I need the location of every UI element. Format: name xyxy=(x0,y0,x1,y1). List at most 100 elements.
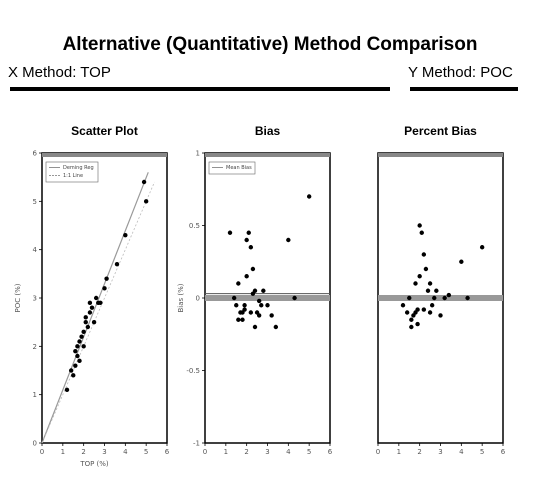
x-tick-label: 5 xyxy=(307,448,311,456)
data-point xyxy=(415,307,420,312)
data-point xyxy=(240,317,245,322)
data-point xyxy=(427,281,433,286)
data-point xyxy=(79,334,84,339)
legend-label: Mean Bias xyxy=(226,165,252,171)
x-tick-label: 6 xyxy=(328,448,333,456)
chart-panel-2: Percent Bias 0 1 2 3 4 5 6 xyxy=(376,124,506,456)
data-point xyxy=(421,307,427,312)
data-point xyxy=(64,387,70,393)
x-tick-label: 4 xyxy=(286,448,291,456)
x-tick-label: 5 xyxy=(480,448,484,456)
data-point xyxy=(75,353,80,359)
data-point xyxy=(242,303,247,308)
plot-title: Percent Bias xyxy=(404,124,477,138)
y-tick-label: 0 xyxy=(33,440,37,448)
data-point xyxy=(423,266,429,272)
data-point xyxy=(98,300,103,306)
data-point xyxy=(77,339,82,344)
x-tick-label: 3 xyxy=(438,448,442,456)
x-method-rule xyxy=(10,87,390,91)
x-axis-label: TOP (%) xyxy=(79,460,109,468)
legend-label: 1:1 Line xyxy=(63,173,83,179)
data-point xyxy=(413,281,418,286)
data-point xyxy=(409,324,414,330)
y-tick-label: 1 xyxy=(196,150,200,158)
data-point xyxy=(415,321,420,327)
x-tick-label: 0 xyxy=(203,448,207,456)
upper-limit-band xyxy=(378,153,503,157)
data-point xyxy=(273,324,279,330)
data-point xyxy=(231,295,237,301)
y-tick-label: 3 xyxy=(33,295,37,303)
data-point xyxy=(234,303,239,308)
data-point xyxy=(432,295,437,301)
y-tick-label: 2 xyxy=(33,343,37,351)
x-tick-label: 2 xyxy=(81,448,85,456)
data-point xyxy=(73,363,78,368)
legend-box xyxy=(208,161,256,175)
x-tick-label: 0 xyxy=(40,448,44,456)
zero-reference-band xyxy=(205,295,330,301)
chart-panel-0: Scatter Plot 0 1 2 3 4 5 6 0 1 2 3 4 5 6 TOP (%) POC (%)… xyxy=(14,124,170,468)
data-point xyxy=(417,223,422,228)
data-point xyxy=(89,305,95,310)
x-tick-label: 4 xyxy=(123,448,128,456)
data-point xyxy=(104,276,109,281)
x-tick-label: 0 xyxy=(376,448,380,456)
data-point xyxy=(102,286,107,291)
data-point xyxy=(91,319,97,325)
data-point xyxy=(429,303,435,308)
plot-title: Scatter Plot xyxy=(71,124,138,138)
x-tick-label: 2 xyxy=(417,448,421,456)
x-tick-label: 6 xyxy=(501,448,506,456)
data-point xyxy=(409,317,414,322)
data-point xyxy=(248,245,254,250)
y-tick-label: 4 xyxy=(33,246,38,254)
x-tick-label: 6 xyxy=(165,448,170,456)
data-point xyxy=(81,344,86,349)
data-point xyxy=(419,230,424,235)
data-point xyxy=(87,310,93,315)
data-point xyxy=(236,317,241,322)
y-tick-label: 1 xyxy=(33,391,37,399)
data-point xyxy=(83,315,88,320)
chart-panel-1: Bias 0 1 2 3 4 5 6 1 0.5 0 -0.5 -1 Bias (%) Mean Bias xyxy=(177,124,333,456)
data-point xyxy=(434,288,439,293)
data-point xyxy=(400,303,406,308)
data-point xyxy=(265,303,270,308)
x-tick-label: 1 xyxy=(224,448,228,456)
y-tick-label: 5 xyxy=(33,198,37,206)
page-title: Alternative (Quantitative) Method Compar… xyxy=(62,34,478,55)
data-point xyxy=(250,266,256,272)
data-point xyxy=(459,259,464,264)
data-point xyxy=(417,274,422,279)
x-tick-label: 3 xyxy=(265,448,269,456)
data-point xyxy=(256,313,262,318)
data-point xyxy=(407,295,412,301)
identity-line xyxy=(41,181,155,444)
data-point xyxy=(479,245,485,250)
y-tick-label: 0 xyxy=(196,295,200,303)
y-method-rule xyxy=(410,87,518,91)
data-point xyxy=(143,199,149,204)
y-axis-label: Bias (%) xyxy=(177,283,185,312)
data-point xyxy=(306,194,312,199)
data-point xyxy=(85,324,91,330)
data-point xyxy=(114,261,120,267)
y-method-label: Y Method: POC xyxy=(408,64,513,81)
data-point xyxy=(256,298,262,304)
x-tick-label: 5 xyxy=(144,448,148,456)
data-point xyxy=(442,295,447,301)
regression-line xyxy=(41,172,149,444)
x-tick-label: 4 xyxy=(459,448,464,456)
data-point xyxy=(87,300,93,306)
plot-title: Bias xyxy=(255,124,281,138)
data-point xyxy=(269,313,274,318)
y-tick-label: 0.5 xyxy=(189,222,200,230)
y-tick-label: 6 xyxy=(33,150,38,158)
data-point xyxy=(465,295,470,301)
data-point xyxy=(427,310,433,315)
x-tick-label: 2 xyxy=(244,448,248,456)
legend-box xyxy=(45,161,99,183)
